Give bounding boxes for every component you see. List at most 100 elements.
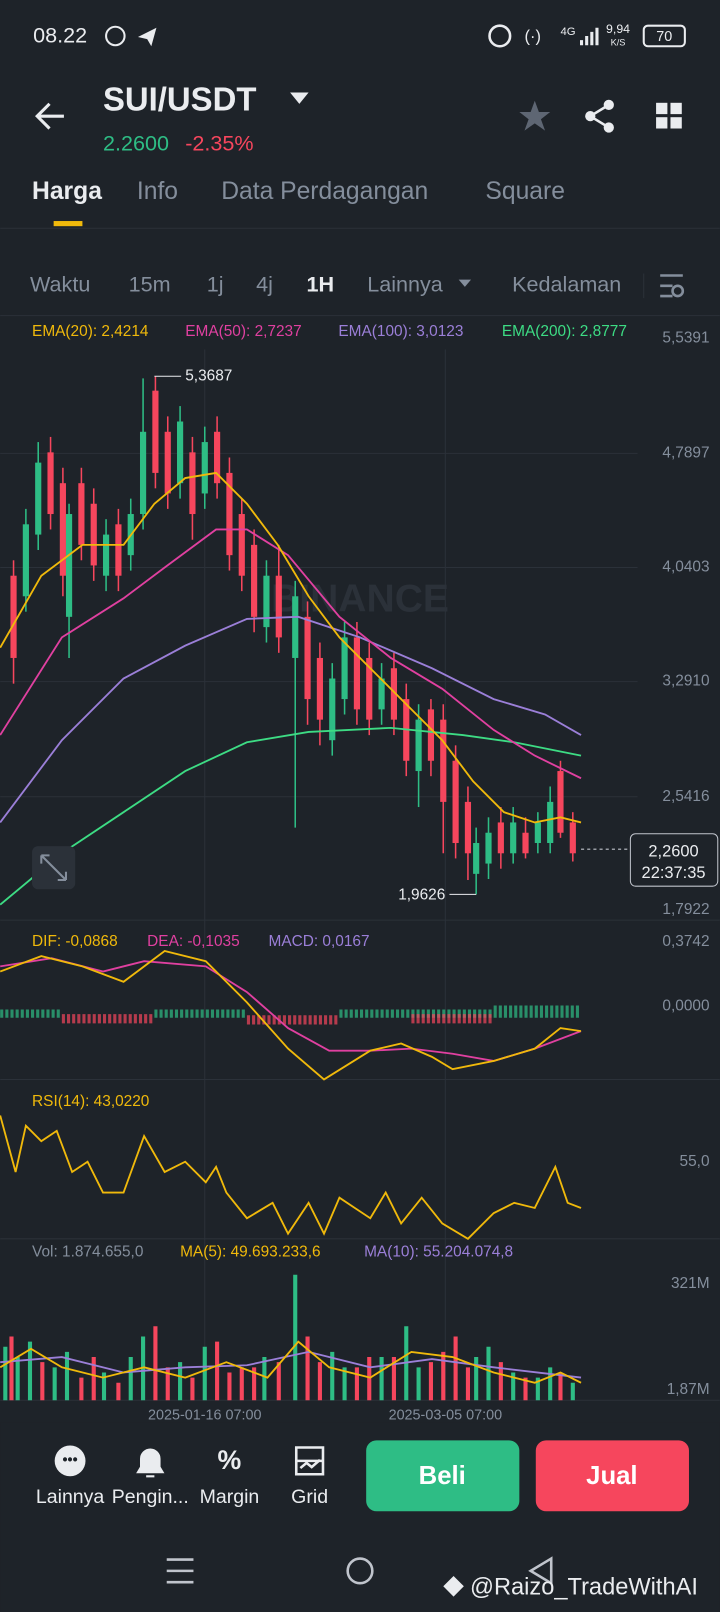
timeframe[interactable]: 1H bbox=[307, 272, 335, 297]
price-axis-label: 4,0403 bbox=[662, 559, 709, 576]
ema100-line bbox=[0, 615, 582, 824]
price-axis-label: 4,7897 bbox=[662, 444, 709, 461]
grid-button[interactable] bbox=[656, 102, 682, 129]
candle bbox=[251, 544, 258, 617]
candle bbox=[353, 637, 360, 710]
candle bbox=[22, 524, 29, 597]
timeframe[interactable]: Kedalaman bbox=[512, 272, 621, 297]
countdown: 22:37:35 bbox=[642, 864, 706, 882]
watermark-logo bbox=[443, 1576, 464, 1597]
share-button[interactable] bbox=[585, 99, 614, 133]
macd-axis-label: 0,3742 bbox=[662, 933, 709, 950]
candle bbox=[473, 843, 480, 874]
candle bbox=[522, 832, 529, 854]
dif-line bbox=[0, 949, 582, 1081]
macd-legend: DEA: -0,1035 bbox=[147, 933, 239, 950]
candle bbox=[102, 534, 110, 576]
candle bbox=[10, 575, 17, 658]
volume-legend: Vol: 1.874.655,0 bbox=[32, 1243, 143, 1260]
candle bbox=[329, 678, 336, 741]
candle bbox=[164, 431, 171, 494]
candle bbox=[115, 524, 122, 576]
alert-icon[interactable] bbox=[136, 1448, 165, 1478]
tab[interactable]: Square bbox=[485, 178, 565, 205]
macd-axis-label: 0,0000 bbox=[662, 998, 709, 1015]
toolbar-label[interactable]: Pengin... bbox=[112, 1486, 189, 1508]
candle bbox=[65, 514, 73, 617]
margin-icon[interactable]: % bbox=[218, 1445, 242, 1475]
ema-legend: EMA(200): 2,8777 bbox=[502, 323, 627, 340]
watermark-text: @Raizo_TradeWithAI bbox=[470, 1575, 698, 1601]
volume-axis-label: 1,87M bbox=[667, 1381, 710, 1398]
vol-ma5-line bbox=[0, 1340, 582, 1384]
ema20-line bbox=[0, 471, 582, 824]
candle bbox=[304, 616, 311, 700]
candle bbox=[427, 709, 435, 761]
time-axis-label: 2025-03-05 07:00 bbox=[389, 1407, 503, 1423]
candle bbox=[547, 801, 554, 844]
candle bbox=[378, 678, 385, 710]
tab[interactable]: Data Perdagangan bbox=[221, 178, 428, 205]
timeframe[interactable]: Lainnya bbox=[367, 272, 443, 297]
timeframe-dropdown[interactable] bbox=[458, 279, 472, 287]
tab-indicator bbox=[53, 221, 83, 227]
candle bbox=[366, 657, 373, 720]
candle bbox=[440, 719, 447, 802]
speed-unit: K/S bbox=[611, 38, 626, 48]
tab[interactable]: Harga bbox=[32, 178, 102, 205]
nav-home[interactable] bbox=[346, 1557, 374, 1585]
macd-legend: MACD: 0,0167 bbox=[269, 933, 370, 950]
current-price: 2,2600 bbox=[648, 843, 698, 861]
candle bbox=[47, 452, 54, 515]
toolbar-label[interactable]: Margin bbox=[200, 1486, 260, 1508]
candle bbox=[238, 514, 245, 576]
battery: 70 bbox=[656, 29, 672, 45]
candle bbox=[152, 390, 159, 473]
candle bbox=[485, 832, 492, 864]
nav-back[interactable] bbox=[528, 1556, 553, 1586]
rsi-legend: RSI(14): 43,0220 bbox=[32, 1093, 149, 1110]
more-icon-dots: ••• bbox=[63, 1453, 78, 1469]
candle bbox=[78, 483, 85, 545]
pair-title[interactable]: SUI/USDT bbox=[103, 80, 256, 117]
signal-icon bbox=[580, 27, 599, 46]
timeframe[interactable]: 15m bbox=[129, 272, 171, 297]
volume-legend: MA(10): 55.204.074,8 bbox=[364, 1243, 513, 1260]
favorite-button[interactable] bbox=[519, 100, 551, 131]
rsi-axis-label: 55,0 bbox=[680, 1153, 710, 1170]
ema-legend: EMA(100): 3,0123 bbox=[338, 323, 463, 340]
timeframe[interactable]: 1j bbox=[207, 272, 224, 297]
price-axis-label: 1,7922 bbox=[662, 901, 709, 918]
candle bbox=[316, 657, 323, 720]
status-icon bbox=[105, 25, 126, 47]
nav-recents[interactable] bbox=[166, 1558, 194, 1584]
candles bbox=[10, 376, 576, 895]
buy-label: Beli bbox=[419, 1462, 466, 1490]
toolbar-label[interactable]: Lainnya bbox=[36, 1486, 105, 1508]
candle bbox=[90, 503, 97, 566]
timeframe[interactable]: 4j bbox=[256, 272, 273, 297]
hotspot-icon: (·) bbox=[525, 27, 541, 45]
price-tag bbox=[629, 833, 719, 887]
candle bbox=[292, 596, 299, 658]
time-axis-label: 2025-01-16 07:00 bbox=[148, 1407, 262, 1423]
pair-dropdown[interactable] bbox=[290, 92, 309, 104]
rsi-line bbox=[0, 1115, 582, 1240]
tab[interactable]: Info bbox=[137, 178, 178, 205]
more-icon[interactable] bbox=[54, 1445, 86, 1477]
fullscreen-icon bbox=[40, 854, 68, 882]
chart-settings[interactable] bbox=[660, 274, 685, 298]
toolbar-label[interactable]: Grid bbox=[291, 1486, 328, 1508]
candle bbox=[390, 668, 398, 720]
sell-button[interactable] bbox=[535, 1440, 689, 1512]
back-button[interactable] bbox=[35, 102, 64, 130]
ema-legend: EMA(50): 2,7237 bbox=[185, 323, 301, 340]
timeframe[interactable]: Waktu bbox=[30, 272, 90, 297]
grid-icon[interactable] bbox=[294, 1446, 325, 1476]
candle bbox=[497, 822, 504, 854]
ema200-line bbox=[0, 726, 582, 906]
candle bbox=[534, 822, 541, 844]
buy-button[interactable] bbox=[366, 1440, 520, 1512]
